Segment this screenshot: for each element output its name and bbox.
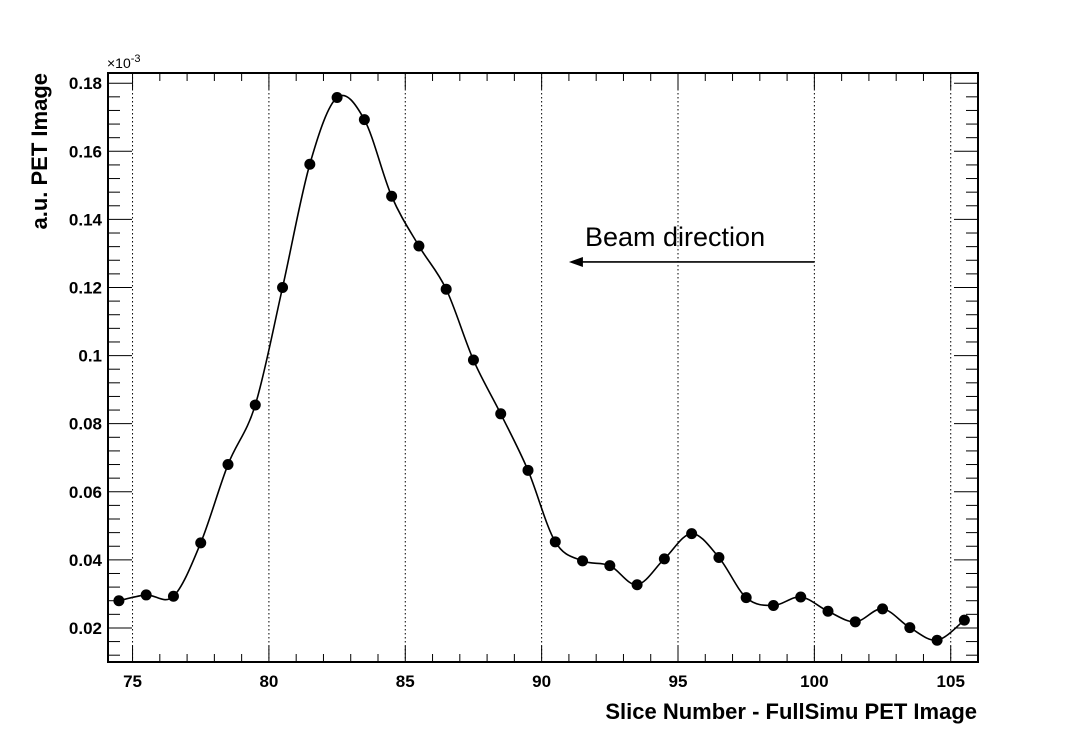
data-point (113, 595, 125, 607)
data-point (958, 614, 970, 626)
data-point (877, 603, 889, 615)
data-point (849, 616, 861, 628)
data-point (549, 536, 561, 548)
data-point (413, 240, 425, 252)
y-axis-title: a.u. PET Image (27, 73, 52, 230)
x-tick-label: 80 (259, 672, 278, 691)
data-point (304, 158, 316, 170)
x-tick-labels: 75 80 85 90 95 100 105 (123, 672, 965, 691)
data-point (195, 537, 207, 549)
data-point (440, 283, 452, 295)
data-point (495, 408, 507, 420)
y-tick-label: 0.08 (69, 415, 102, 434)
data-point (467, 354, 479, 366)
y-tick-label: 0.04 (69, 551, 103, 570)
data-point (686, 528, 698, 540)
data-point (822, 605, 834, 617)
data-point (277, 281, 289, 293)
data-point (331, 92, 343, 104)
data-point (577, 555, 589, 567)
x-tick-label: 85 (396, 672, 415, 691)
plot-frame (107, 72, 979, 663)
y-tick-label: 0.14 (69, 210, 103, 229)
data-point (386, 190, 398, 202)
x-tick-label: 100 (800, 672, 828, 691)
data-point (140, 589, 152, 601)
x-tick-label: 90 (532, 672, 551, 691)
data-points (113, 92, 970, 646)
data-point (658, 553, 670, 565)
data-point (522, 464, 534, 476)
data-point (767, 599, 779, 611)
x-tick-label: 75 (123, 672, 142, 691)
y-tick-label: 0.12 (69, 278, 102, 297)
x-tick-label: 105 (937, 672, 965, 691)
data-point (631, 579, 643, 591)
y-tick-labels: 0.02 0.04 0.06 0.08 0.1 0.12 0.14 0.16 0.18 (69, 74, 103, 638)
data-point (249, 399, 261, 411)
x-tick-label: 95 (669, 672, 688, 691)
y-tick-label: 0.1 (78, 347, 102, 366)
axis-ticks (108, 73, 979, 662)
data-point (604, 560, 616, 572)
data-point (904, 622, 916, 634)
data-point (358, 114, 370, 126)
data-point (795, 591, 807, 603)
data-point (931, 634, 943, 646)
beam-direction-arrowhead (568, 256, 583, 267)
y-axis-multiplier: ×10-3 (107, 53, 141, 71)
beam-direction-label: Beam direction (585, 222, 765, 252)
y-tick-label: 0.18 (69, 74, 102, 93)
y-tick-label: 0.02 (69, 619, 102, 638)
data-point (740, 592, 752, 604)
x-axis-title: Slice Number - FullSimu PET Image (605, 699, 977, 724)
data-point (713, 551, 725, 563)
grid-lines (132, 73, 952, 662)
data-point (222, 459, 234, 471)
y-tick-label: 0.06 (69, 483, 102, 502)
data-point (167, 590, 179, 602)
y-tick-label: 0.16 (69, 142, 102, 161)
